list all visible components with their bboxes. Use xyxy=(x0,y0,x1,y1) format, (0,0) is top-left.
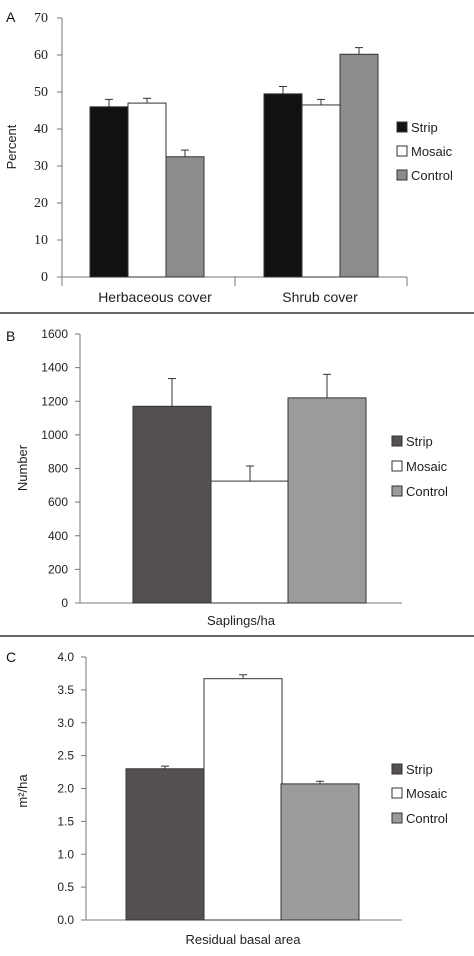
chart-panel-b: B 0 200 400 600 800 1000 1200 1400 1600 Number Sapl… xyxy=(6,327,448,628)
chart-panel-c: C 0.0 0.5 1.0 1.5 2.0 2.5 3.0 3.5 4.0 m²/ha Residua… xyxy=(6,649,448,947)
y-tick-label: 40 xyxy=(34,122,48,137)
y-tick-label: 0 xyxy=(41,270,48,285)
legend-swatch-control xyxy=(396,169,408,181)
y-tick-label: 0.0 xyxy=(57,913,74,927)
legend-swatch-mosaic xyxy=(396,145,408,157)
y-tick-label: 400 xyxy=(48,529,68,543)
x-category-label: Shrub cover xyxy=(282,289,358,305)
legend-swatch-control xyxy=(391,812,403,824)
y-tick-label: 3.5 xyxy=(57,683,74,697)
legend-swatch-mosaic xyxy=(391,787,403,799)
bar-control xyxy=(165,156,205,278)
y-tick-label: 70 xyxy=(34,11,48,26)
bar-strip xyxy=(132,405,212,604)
legend-swatch-strip xyxy=(391,435,403,447)
y-tick-label: 200 xyxy=(48,562,68,576)
legend-swatch-strip xyxy=(396,121,408,133)
y-tick-label: 800 xyxy=(48,462,68,476)
y-tick-label: 60 xyxy=(34,48,48,63)
y-tick-label: 10 xyxy=(34,233,48,248)
panel-letter: B xyxy=(6,328,15,344)
legend-label-mosaic: Mosaic xyxy=(406,459,448,474)
bar-strip xyxy=(125,768,205,921)
legend-label-strip: Strip xyxy=(406,762,433,777)
bar-mosaic xyxy=(203,678,283,921)
y-tick-label: 1.0 xyxy=(57,847,74,861)
legend-label-control: Control xyxy=(411,168,453,183)
legend-label-mosaic: Mosaic xyxy=(411,144,453,159)
y-tick-label: 600 xyxy=(48,495,68,509)
panel-letter: A xyxy=(6,9,16,25)
y-tick-label: 3.0 xyxy=(57,716,74,730)
bar-control xyxy=(280,783,360,921)
y-tick-label: 4.0 xyxy=(57,650,74,664)
bar-control xyxy=(339,53,379,278)
bar-strip xyxy=(89,106,129,278)
legend-label-strip: Strip xyxy=(406,434,433,449)
legend-swatch-control xyxy=(391,485,403,497)
legend-swatch-mosaic xyxy=(391,460,403,472)
legend-label-mosaic: Mosaic xyxy=(406,786,448,801)
y-axis-label: m²/ha xyxy=(15,774,30,808)
y-tick-label: 1000 xyxy=(41,428,68,442)
y-axis-label: Number xyxy=(15,444,30,491)
bar-mosaic xyxy=(301,104,341,278)
panel-letter: C xyxy=(6,649,16,665)
y-tick-label: 30 xyxy=(34,159,48,174)
y-tick-label: 1200 xyxy=(41,394,68,408)
y-tick-label: 1400 xyxy=(41,361,68,375)
legend-label-control: Control xyxy=(406,484,448,499)
bar-mosaic xyxy=(127,102,167,278)
y-tick-label: 2.5 xyxy=(57,749,74,763)
y-tick-label: 50 xyxy=(34,85,48,100)
x-category-label: Residual basal area xyxy=(186,932,302,947)
legend-swatch-strip xyxy=(391,763,403,775)
legend-label-control: Control xyxy=(406,811,448,826)
chart-root: A 0 10 20 30 40 50 60 70 Percent Herbaceous cover S… xyxy=(4,9,453,947)
bar-control xyxy=(287,397,367,604)
legend-label-strip: Strip xyxy=(411,120,438,135)
y-tick-label: 0.5 xyxy=(57,880,74,894)
chart-panel-a: A 0 10 20 30 40 50 60 70 Percent Herbaceous cover S… xyxy=(4,9,453,305)
x-category-label: Herbaceous cover xyxy=(98,289,212,305)
y-tick-label: 1.5 xyxy=(57,814,74,828)
x-category-label: Saplings/ha xyxy=(207,613,276,628)
y-axis-label: Percent xyxy=(4,124,19,169)
y-tick-label: 1600 xyxy=(41,327,68,341)
y-tick-label: 20 xyxy=(34,196,48,211)
y-tick-label: 0 xyxy=(61,596,68,610)
y-tick-label: 2.0 xyxy=(57,782,74,796)
bar-mosaic xyxy=(210,480,290,604)
bar-strip xyxy=(263,93,303,278)
